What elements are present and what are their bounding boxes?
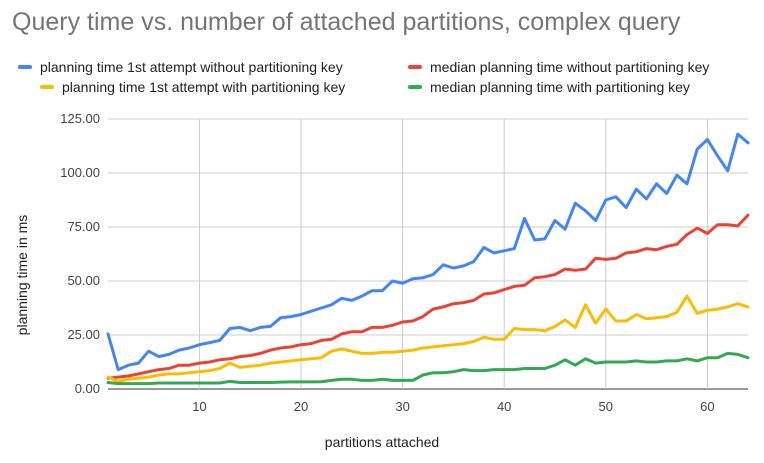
legend-swatch-red	[408, 65, 422, 69]
legend-swatch-blue	[18, 65, 32, 69]
x-tick-label: 40	[497, 399, 511, 414]
legend-label: median planning time without partitionin…	[430, 59, 710, 75]
x-tick-label: 60	[700, 399, 714, 414]
series-line-3	[106, 294, 750, 383]
chart-title: Query time vs. number of attached partit…	[12, 8, 681, 36]
legend-label: median planning time with partitioning k…	[430, 79, 690, 95]
x-tick-label: 30	[395, 399, 409, 414]
legend-item-series-1: planning time 1st attempt without partit…	[18, 59, 343, 75]
legend-swatch-yellow	[40, 85, 54, 89]
y-tick-label: 125.00	[60, 111, 100, 126]
series-line-1	[106, 132, 750, 372]
legend-label: planning time 1st attempt without partit…	[40, 59, 343, 75]
x-axis-title: partitions attached	[324, 434, 440, 450]
legend-label: planning time 1st attempt with partition…	[62, 79, 346, 95]
series-line-4	[106, 351, 750, 386]
y-tick-label: 75.00	[67, 219, 100, 234]
legend-item-series-4: median planning time with partitioning k…	[408, 79, 690, 95]
legend-swatch-green	[408, 85, 422, 89]
x-tick-label: 10	[192, 399, 206, 414]
series-line-2	[106, 213, 750, 380]
y-tick-label: 50.00	[67, 273, 100, 288]
y-axis-title: planning time in ms	[14, 214, 30, 336]
y-tick-label: 0.00	[75, 381, 100, 396]
y-tick-label: 25.00	[67, 327, 100, 342]
x-tick-label: 20	[294, 399, 308, 414]
legend-item-series-2: median planning time without partitionin…	[408, 59, 709, 75]
x-tick-label: 50	[599, 399, 613, 414]
legend-item-series-3: planning time 1st attempt with partition…	[40, 79, 345, 95]
y-tick-label: 100.00	[60, 165, 100, 180]
